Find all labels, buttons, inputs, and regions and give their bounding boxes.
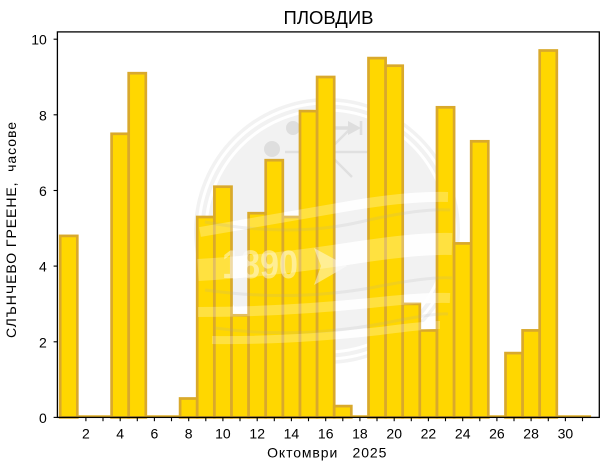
svg-text:18: 18	[352, 425, 368, 441]
svg-text:4: 4	[116, 425, 124, 441]
svg-text:6: 6	[39, 183, 47, 199]
svg-text:14: 14	[284, 425, 300, 441]
svg-text:4: 4	[39, 259, 47, 275]
svg-text:10: 10	[215, 425, 231, 441]
svg-text:24: 24	[455, 425, 471, 441]
svg-text:22: 22	[421, 425, 437, 441]
svg-text:0: 0	[39, 410, 47, 426]
svg-text:30: 30	[558, 425, 574, 441]
svg-text:СЛЪНЧЕВО ГРЕЕНЕ, часове: СЛЪНЧЕВО ГРЕЕНЕ, часове	[3, 121, 19, 338]
svg-text:Октомври 2025: Октомври 2025	[267, 444, 387, 460]
svg-text:10: 10	[31, 32, 47, 48]
svg-text:28: 28	[523, 425, 539, 441]
svg-text:8: 8	[185, 425, 193, 441]
svg-text:20: 20	[386, 425, 402, 441]
svg-text:8: 8	[39, 107, 47, 123]
svg-text:6: 6	[151, 425, 159, 441]
svg-text:26: 26	[489, 425, 505, 441]
svg-text:2: 2	[82, 425, 90, 441]
svg-text:2: 2	[39, 334, 47, 350]
svg-text:ПЛОВДИВ: ПЛОВДИВ	[284, 7, 374, 28]
svg-text:16: 16	[318, 425, 334, 441]
svg-text:12: 12	[249, 425, 265, 441]
svg-text:1890: 1890	[222, 243, 298, 287]
